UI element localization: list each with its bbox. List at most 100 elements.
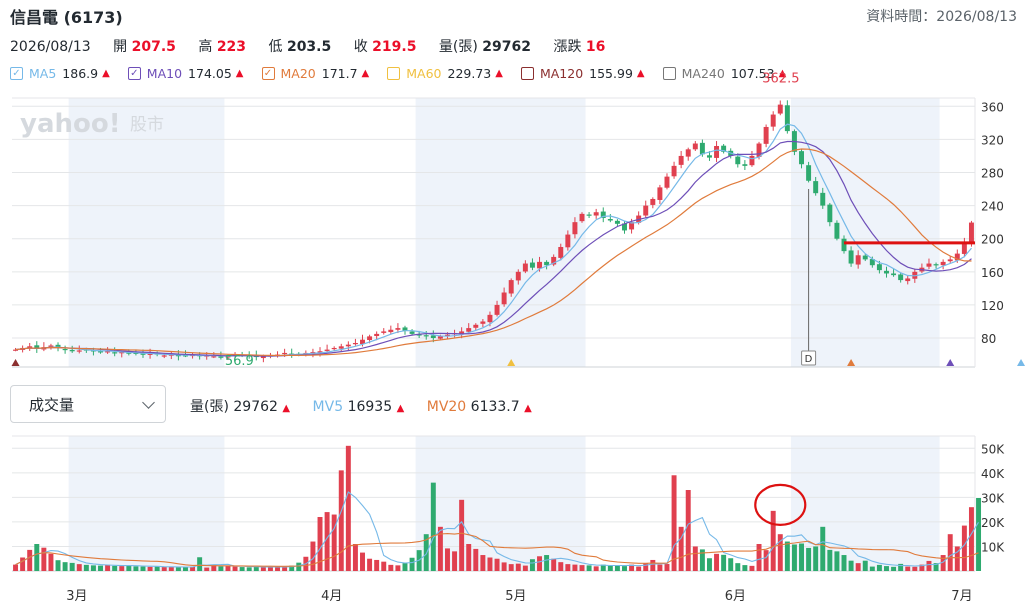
candle (862, 255, 868, 260)
volume-bar (799, 543, 804, 571)
candle (671, 165, 677, 177)
candle (487, 314, 493, 323)
candle (140, 353, 146, 355)
volume-bar (239, 567, 245, 571)
legend-item-ma10[interactable]: ✓ MA10 174.05 ▲ (127, 66, 244, 81)
candle (367, 336, 373, 341)
legend-item-ma20[interactable]: ✓ MA20 171.7 ▲ (261, 66, 369, 81)
y-tick-label: 240 (981, 200, 1004, 214)
y-tick-label: 200 (981, 233, 1004, 247)
candle (338, 346, 344, 349)
volume-bar (147, 566, 153, 571)
volume-bar (473, 548, 479, 571)
highlight-circle (754, 483, 807, 526)
volume-bar (558, 562, 564, 571)
checkbox-empty-icon[interactable] (520, 67, 534, 80)
volume-bar (947, 534, 953, 571)
volume-bar (246, 567, 252, 571)
volume-bar (791, 544, 797, 571)
candle (968, 222, 974, 243)
candle (629, 222, 635, 230)
volume-bar (813, 546, 819, 571)
quote-date: 2026/08/13 (10, 39, 91, 55)
candle (374, 333, 380, 337)
volume-bar (218, 566, 224, 571)
volume-bar (905, 566, 911, 571)
checkbox-empty-icon[interactable] (387, 67, 401, 80)
candle (551, 256, 557, 265)
candle (841, 238, 847, 252)
volume-bar (444, 548, 450, 571)
volume-bar (678, 526, 684, 571)
volume-bar (940, 555, 946, 571)
volume-bar (76, 564, 82, 571)
candle (402, 327, 408, 331)
x-month-label: 6月 (725, 589, 746, 604)
candle (13, 349, 19, 351)
candle (947, 259, 953, 262)
volume-bar (664, 563, 670, 571)
up-arrow-icon: ▲ (778, 68, 787, 79)
volume-bar (912, 566, 918, 571)
legend-item-ma240[interactable]: MA240 107.53 ▲ (662, 66, 787, 81)
candle (806, 165, 812, 181)
close-value: 219.5 (372, 39, 417, 55)
y-tick-label: 160 (981, 266, 1004, 280)
volume-bar (282, 566, 288, 571)
volume-bar (586, 565, 592, 571)
checkbox-checked-icon[interactable]: ✓ (127, 67, 141, 80)
volume-bar (324, 512, 330, 571)
legend-item-ma60[interactable]: MA60 229.73 ▲ (387, 66, 503, 81)
volume-bar (338, 470, 344, 571)
volume-bar (876, 564, 882, 571)
y-tick-label: 320 (981, 133, 1004, 147)
volume-bar (133, 566, 139, 571)
up-arrow-icon: ▲ (396, 403, 405, 414)
yahoo-logo-watermark: yahoo! (20, 109, 121, 139)
legend-item-ma5[interactable]: ✓ MA5 186.9 ▲ (10, 66, 110, 81)
candle (27, 346, 33, 348)
candle (706, 155, 712, 158)
candle (62, 348, 68, 351)
up-arrow-icon: ▲ (235, 68, 244, 79)
candle (869, 259, 875, 266)
candle (473, 324, 479, 328)
checkbox-checked-icon[interactable]: ✓ (10, 67, 23, 80)
volume-bar (898, 563, 904, 571)
candle (544, 261, 550, 266)
candle (416, 334, 422, 336)
volume-bar (126, 565, 132, 571)
mv20-value: 6133.7 (470, 399, 520, 415)
mv5-value: 16935 (347, 399, 393, 415)
volume-bar (565, 564, 571, 571)
candle (600, 211, 606, 219)
candle (508, 280, 514, 294)
checkbox-checked-icon[interactable]: ✓ (261, 67, 275, 80)
candle (926, 263, 932, 267)
legend-item-ma120[interactable]: MA120 155.99 ▲ (520, 66, 645, 81)
volume-bar (253, 566, 259, 571)
candle (954, 253, 960, 261)
volume-bar (98, 565, 103, 571)
volume-bar (27, 549, 33, 571)
candle (699, 142, 705, 155)
candle (565, 234, 571, 248)
volume-bar (749, 565, 755, 571)
indicator-dropdown[interactable]: 成交量 (10, 385, 166, 423)
legend-name: MA120 (539, 66, 584, 81)
volume-bar (352, 544, 358, 571)
mv20-label: MV20 (426, 399, 467, 415)
volume-bar (402, 563, 408, 571)
candle (643, 205, 649, 216)
volume-bar (884, 566, 889, 571)
volume-bar (841, 555, 847, 571)
close-label: 收 (353, 39, 368, 55)
open-value: 207.5 (131, 39, 176, 55)
up-arrow-icon: ▲ (636, 68, 645, 79)
candle (714, 146, 720, 158)
volume-bar (976, 497, 982, 571)
checkbox-empty-icon[interactable] (662, 67, 676, 80)
volume-bar (310, 541, 316, 571)
watermark-suffix: 股市 (130, 115, 164, 135)
